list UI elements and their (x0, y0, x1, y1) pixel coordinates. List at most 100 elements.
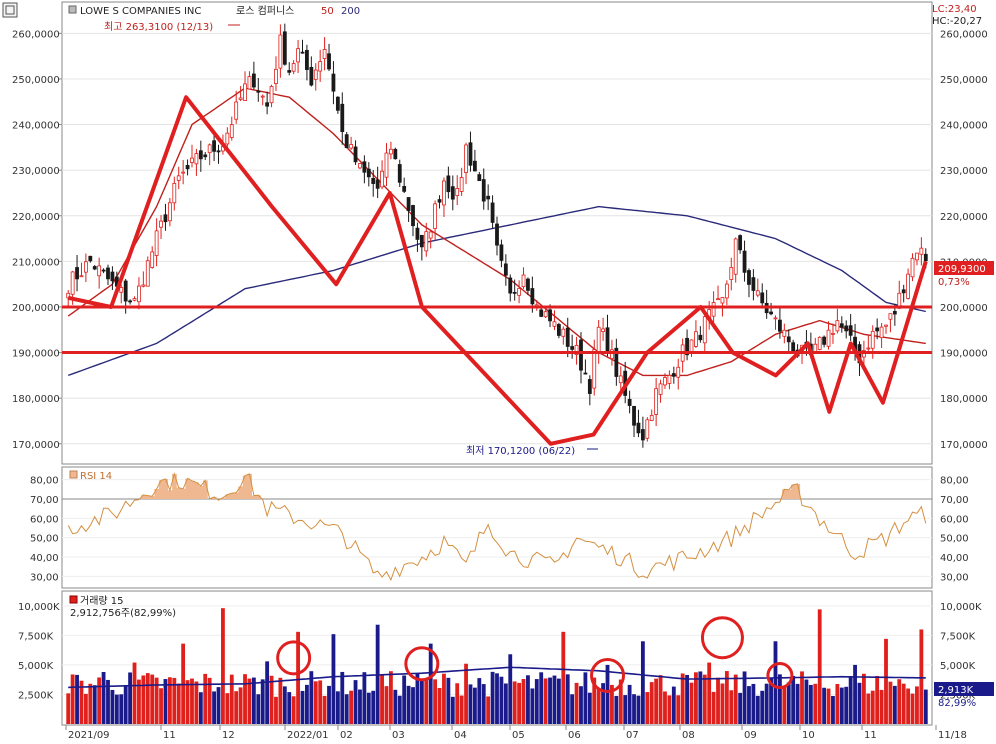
candle-body (720, 297, 725, 304)
rsi-overbought-fill (233, 492, 239, 499)
volume-bar (680, 673, 685, 724)
candle-body (428, 231, 433, 239)
volume-bar (534, 679, 539, 724)
x-tick-label: 06 (568, 730, 581, 741)
volume-highlight-circle (766, 662, 794, 690)
volume-bar (97, 677, 102, 724)
volume-bar (627, 684, 632, 724)
support-lines (62, 305, 932, 355)
volume-bar (229, 674, 234, 724)
volume-bar (800, 671, 804, 724)
price-tick-label-right: 220,0000 (940, 212, 988, 223)
candle-body (198, 150, 203, 160)
x-tick-label: 04 (454, 730, 467, 741)
candle-body (879, 326, 884, 339)
x-tick-label: 11/18 (938, 730, 967, 741)
volume-bar (623, 695, 628, 724)
volume-bar (543, 678, 548, 724)
volume-bar (654, 678, 659, 724)
volume-bar (870, 690, 875, 724)
volume-bar (309, 671, 314, 724)
volume-bar (724, 671, 729, 724)
rsi-label: RSI 14 (80, 471, 112, 482)
volume-bar (150, 674, 155, 724)
chart-settings-icon[interactable] (2, 2, 18, 18)
candle-body (521, 274, 526, 288)
candle-body (844, 325, 849, 332)
candle-body (747, 270, 751, 285)
candle-body (919, 247, 924, 255)
candle-body (711, 302, 716, 317)
volume-bar (640, 641, 645, 724)
volume-bar (172, 677, 177, 724)
volume-tick-label-left: 2,500K (18, 690, 54, 701)
ma50-legend: 50 (321, 6, 334, 17)
price-tick-label-right: 180,0000 (940, 394, 988, 405)
candle-body (424, 231, 429, 252)
candle-body (415, 227, 420, 240)
candle-body (229, 124, 234, 138)
rsi-overbought-fill (198, 485, 204, 499)
candle-body (344, 134, 349, 149)
volume-bar (141, 675, 146, 724)
candle-body (614, 347, 619, 377)
candle-body (627, 398, 632, 406)
candle-body (256, 90, 261, 93)
rsi-overbought-fill (242, 475, 248, 499)
candle-body (676, 366, 681, 378)
candle-body (384, 152, 389, 178)
volume-bar (167, 677, 172, 724)
volume-bar (694, 672, 698, 724)
volume-bar (552, 675, 557, 724)
candle-body (141, 284, 146, 287)
candle-body (694, 331, 698, 347)
volume-bar (556, 678, 561, 724)
candle-body (159, 220, 163, 228)
price-tick-label-right: 170,0000 (940, 440, 988, 451)
volume-bar (548, 677, 552, 724)
candle-body (459, 177, 464, 192)
price-tick-label-right: 260,0000 (940, 29, 988, 40)
volume-bar (601, 683, 606, 724)
candle-body (97, 265, 102, 277)
candle-body (663, 377, 667, 386)
volume-bar (910, 693, 915, 724)
volume-bar (406, 685, 411, 724)
candle-body (866, 347, 871, 350)
volume-bar (579, 686, 583, 724)
volume-circles (276, 616, 794, 694)
price-tick-label-right: 190,0000 (940, 349, 988, 360)
rsi-overbought-fill (782, 489, 787, 499)
volume-bar (517, 682, 522, 724)
volume-bar (145, 673, 150, 724)
price-tick-label-left: 190,0000 (12, 349, 60, 360)
candle-body (411, 205, 415, 227)
candle-body (826, 329, 831, 347)
volume-bar (751, 683, 756, 724)
volume-bar (247, 678, 252, 724)
rsi-tick-label-right: 40,00 (940, 553, 969, 564)
rsi-overbought-fill (247, 473, 252, 499)
volume-bar (101, 672, 106, 724)
rsi-overbought-fill (229, 493, 235, 499)
x-tick-label: 12 (222, 730, 235, 741)
candle-body (760, 292, 765, 304)
volume-bar (296, 631, 300, 724)
candle-body (561, 328, 566, 337)
volume-bar (782, 687, 787, 724)
volume-bar (707, 662, 712, 724)
volume-bar (446, 677, 451, 724)
candle-body (605, 327, 610, 353)
candle-body (353, 146, 358, 163)
volume-bar (353, 680, 358, 724)
candle-body (640, 429, 645, 441)
price-tick-label-left: 170,0000 (12, 440, 60, 451)
volume-bar (119, 694, 124, 724)
rsi-tick-label-left: 80,00 (30, 476, 59, 487)
candle-body (132, 298, 137, 301)
x-tick-label: 2021/09 (68, 730, 110, 741)
rsi-overbought-fill (238, 486, 244, 499)
price-tick-label-left: 180,0000 (12, 394, 60, 405)
volume-bar (649, 682, 654, 724)
candle-body (309, 66, 314, 86)
